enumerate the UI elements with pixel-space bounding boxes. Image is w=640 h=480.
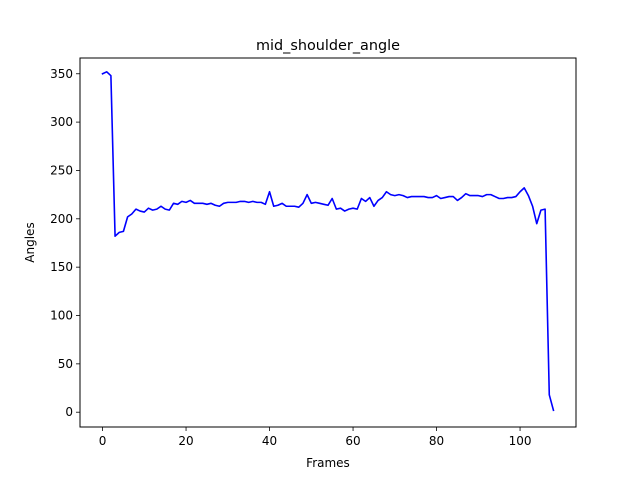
y-axis-title: Angles xyxy=(23,222,37,262)
y-tick-label: 100 xyxy=(50,309,73,323)
x-tick-label: 0 xyxy=(99,434,107,448)
plot-area xyxy=(101,71,555,412)
y-tick-label: 0 xyxy=(65,405,73,419)
y-tick-label: 50 xyxy=(58,357,73,371)
x-axis: 0 20 40 60 80 100 xyxy=(99,427,532,448)
x-tick-label: 100 xyxy=(509,434,532,448)
y-tick-label: 300 xyxy=(50,115,73,129)
x-tick-label: 40 xyxy=(262,434,277,448)
chart-title: mid_shoulder_angle xyxy=(256,38,400,54)
y-tick-label: 150 xyxy=(50,260,73,274)
axes-frame xyxy=(79,57,577,428)
x-axis-title: Frames xyxy=(306,456,350,470)
y-tick-label: 200 xyxy=(50,212,73,226)
x-tick-label: 60 xyxy=(345,434,360,448)
x-tick-label: 20 xyxy=(178,434,193,448)
y-axis: 0 50 100 150 200 250 300 350 xyxy=(50,67,80,419)
y-tick-label: 350 xyxy=(50,67,73,81)
x-tick-label: 80 xyxy=(429,434,444,448)
y-tick-label: 250 xyxy=(50,163,73,177)
series-line xyxy=(101,71,555,412)
